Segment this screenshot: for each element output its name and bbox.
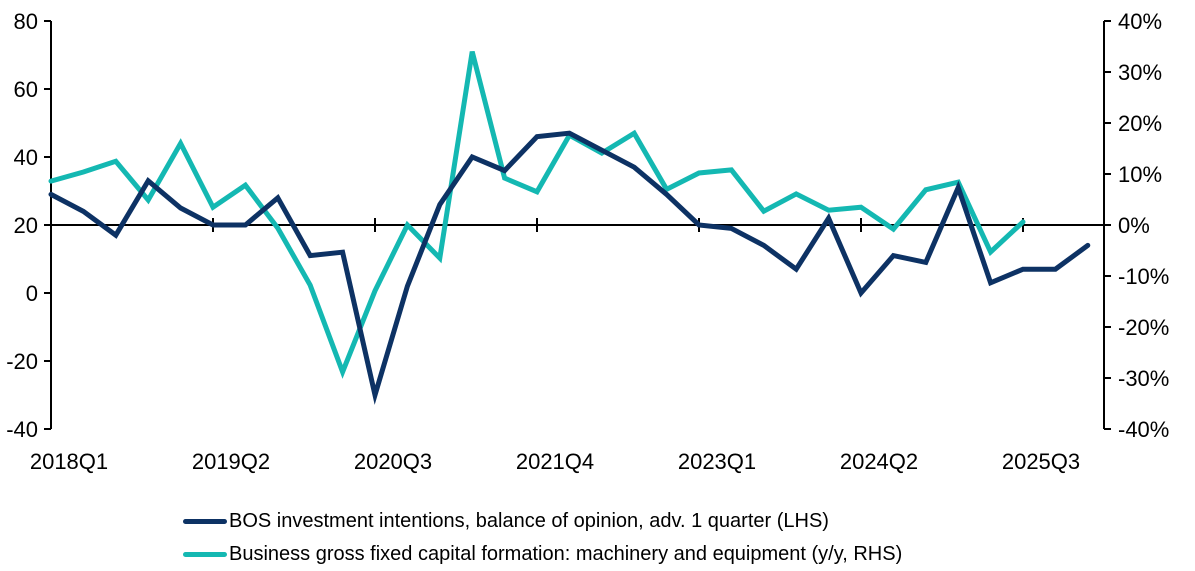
right-axis-tick-label: -30% bbox=[1118, 366, 1169, 391]
legend-label-gfcf: Business gross fixed capital formation: … bbox=[229, 543, 902, 566]
right-axis-tick-label: -10% bbox=[1118, 264, 1169, 289]
x-axis-tick-label: 2019Q2 bbox=[192, 449, 270, 474]
left-axis-tick-label: 0 bbox=[26, 281, 38, 306]
legend-item-bos: BOS investment intentions, balance of op… bbox=[183, 505, 902, 538]
legend-swatch-gfcf bbox=[183, 552, 227, 557]
right-axis-tick-label: 30% bbox=[1118, 60, 1162, 85]
left-axis-tick-label: 60 bbox=[14, 77, 38, 102]
x-axis-tick-label: 2018Q1 bbox=[30, 449, 108, 474]
legend-item-gfcf: Business gross fixed capital formation: … bbox=[183, 538, 902, 571]
legend-label-bos: BOS investment intentions, balance of op… bbox=[229, 510, 829, 533]
right-y-axis: -40% -30% -20% -10% 0% 10% 20% 30% 40% bbox=[1104, 9, 1169, 442]
right-axis-tick-label: -20% bbox=[1118, 315, 1169, 340]
series-layer bbox=[51, 52, 1088, 396]
chart: -40 -20 0 20 40 60 80 -40% -30% -20% -10% 0% 10% 20%… bbox=[0, 0, 1195, 500]
legend-swatch-bos bbox=[183, 519, 227, 524]
x-axis-tick-label: 2025Q3 bbox=[1002, 449, 1080, 474]
series-line-bos-investment-intentions bbox=[51, 133, 1088, 395]
left-axis-tick-label: 80 bbox=[14, 9, 38, 34]
x-axis-tick-label: 2023Q1 bbox=[678, 449, 756, 474]
left-axis-tick-label: -40 bbox=[6, 417, 38, 442]
x-axis-tick-label: 2021Q4 bbox=[516, 449, 594, 474]
x-axis-tick-label: 2020Q3 bbox=[354, 449, 432, 474]
x-axis: 2018Q1 2019Q2 2020Q3 2021Q4 2023Q1 2024Q2 2025… bbox=[30, 218, 1104, 474]
left-axis-tick-label: 20 bbox=[14, 213, 38, 238]
left-axis-tick-label: -20 bbox=[6, 349, 38, 374]
left-y-axis: -40 -20 0 20 40 60 80 bbox=[6, 9, 51, 442]
legend: BOS investment intentions, balance of op… bbox=[183, 505, 902, 571]
right-axis-tick-label: 0% bbox=[1118, 213, 1150, 238]
left-axis-tick-label: 40 bbox=[14, 145, 38, 170]
right-axis-tick-label: 10% bbox=[1118, 162, 1162, 187]
x-axis-tick-label: 2024Q2 bbox=[840, 449, 918, 474]
series-line-gfcf-machinery-equipment bbox=[51, 52, 1023, 372]
right-axis-tick-label: -40% bbox=[1118, 417, 1169, 442]
right-axis-tick-label: 40% bbox=[1118, 9, 1162, 34]
right-axis-tick-label: 20% bbox=[1118, 111, 1162, 136]
